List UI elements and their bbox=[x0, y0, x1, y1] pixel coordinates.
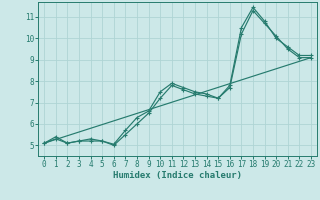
X-axis label: Humidex (Indice chaleur): Humidex (Indice chaleur) bbox=[113, 171, 242, 180]
